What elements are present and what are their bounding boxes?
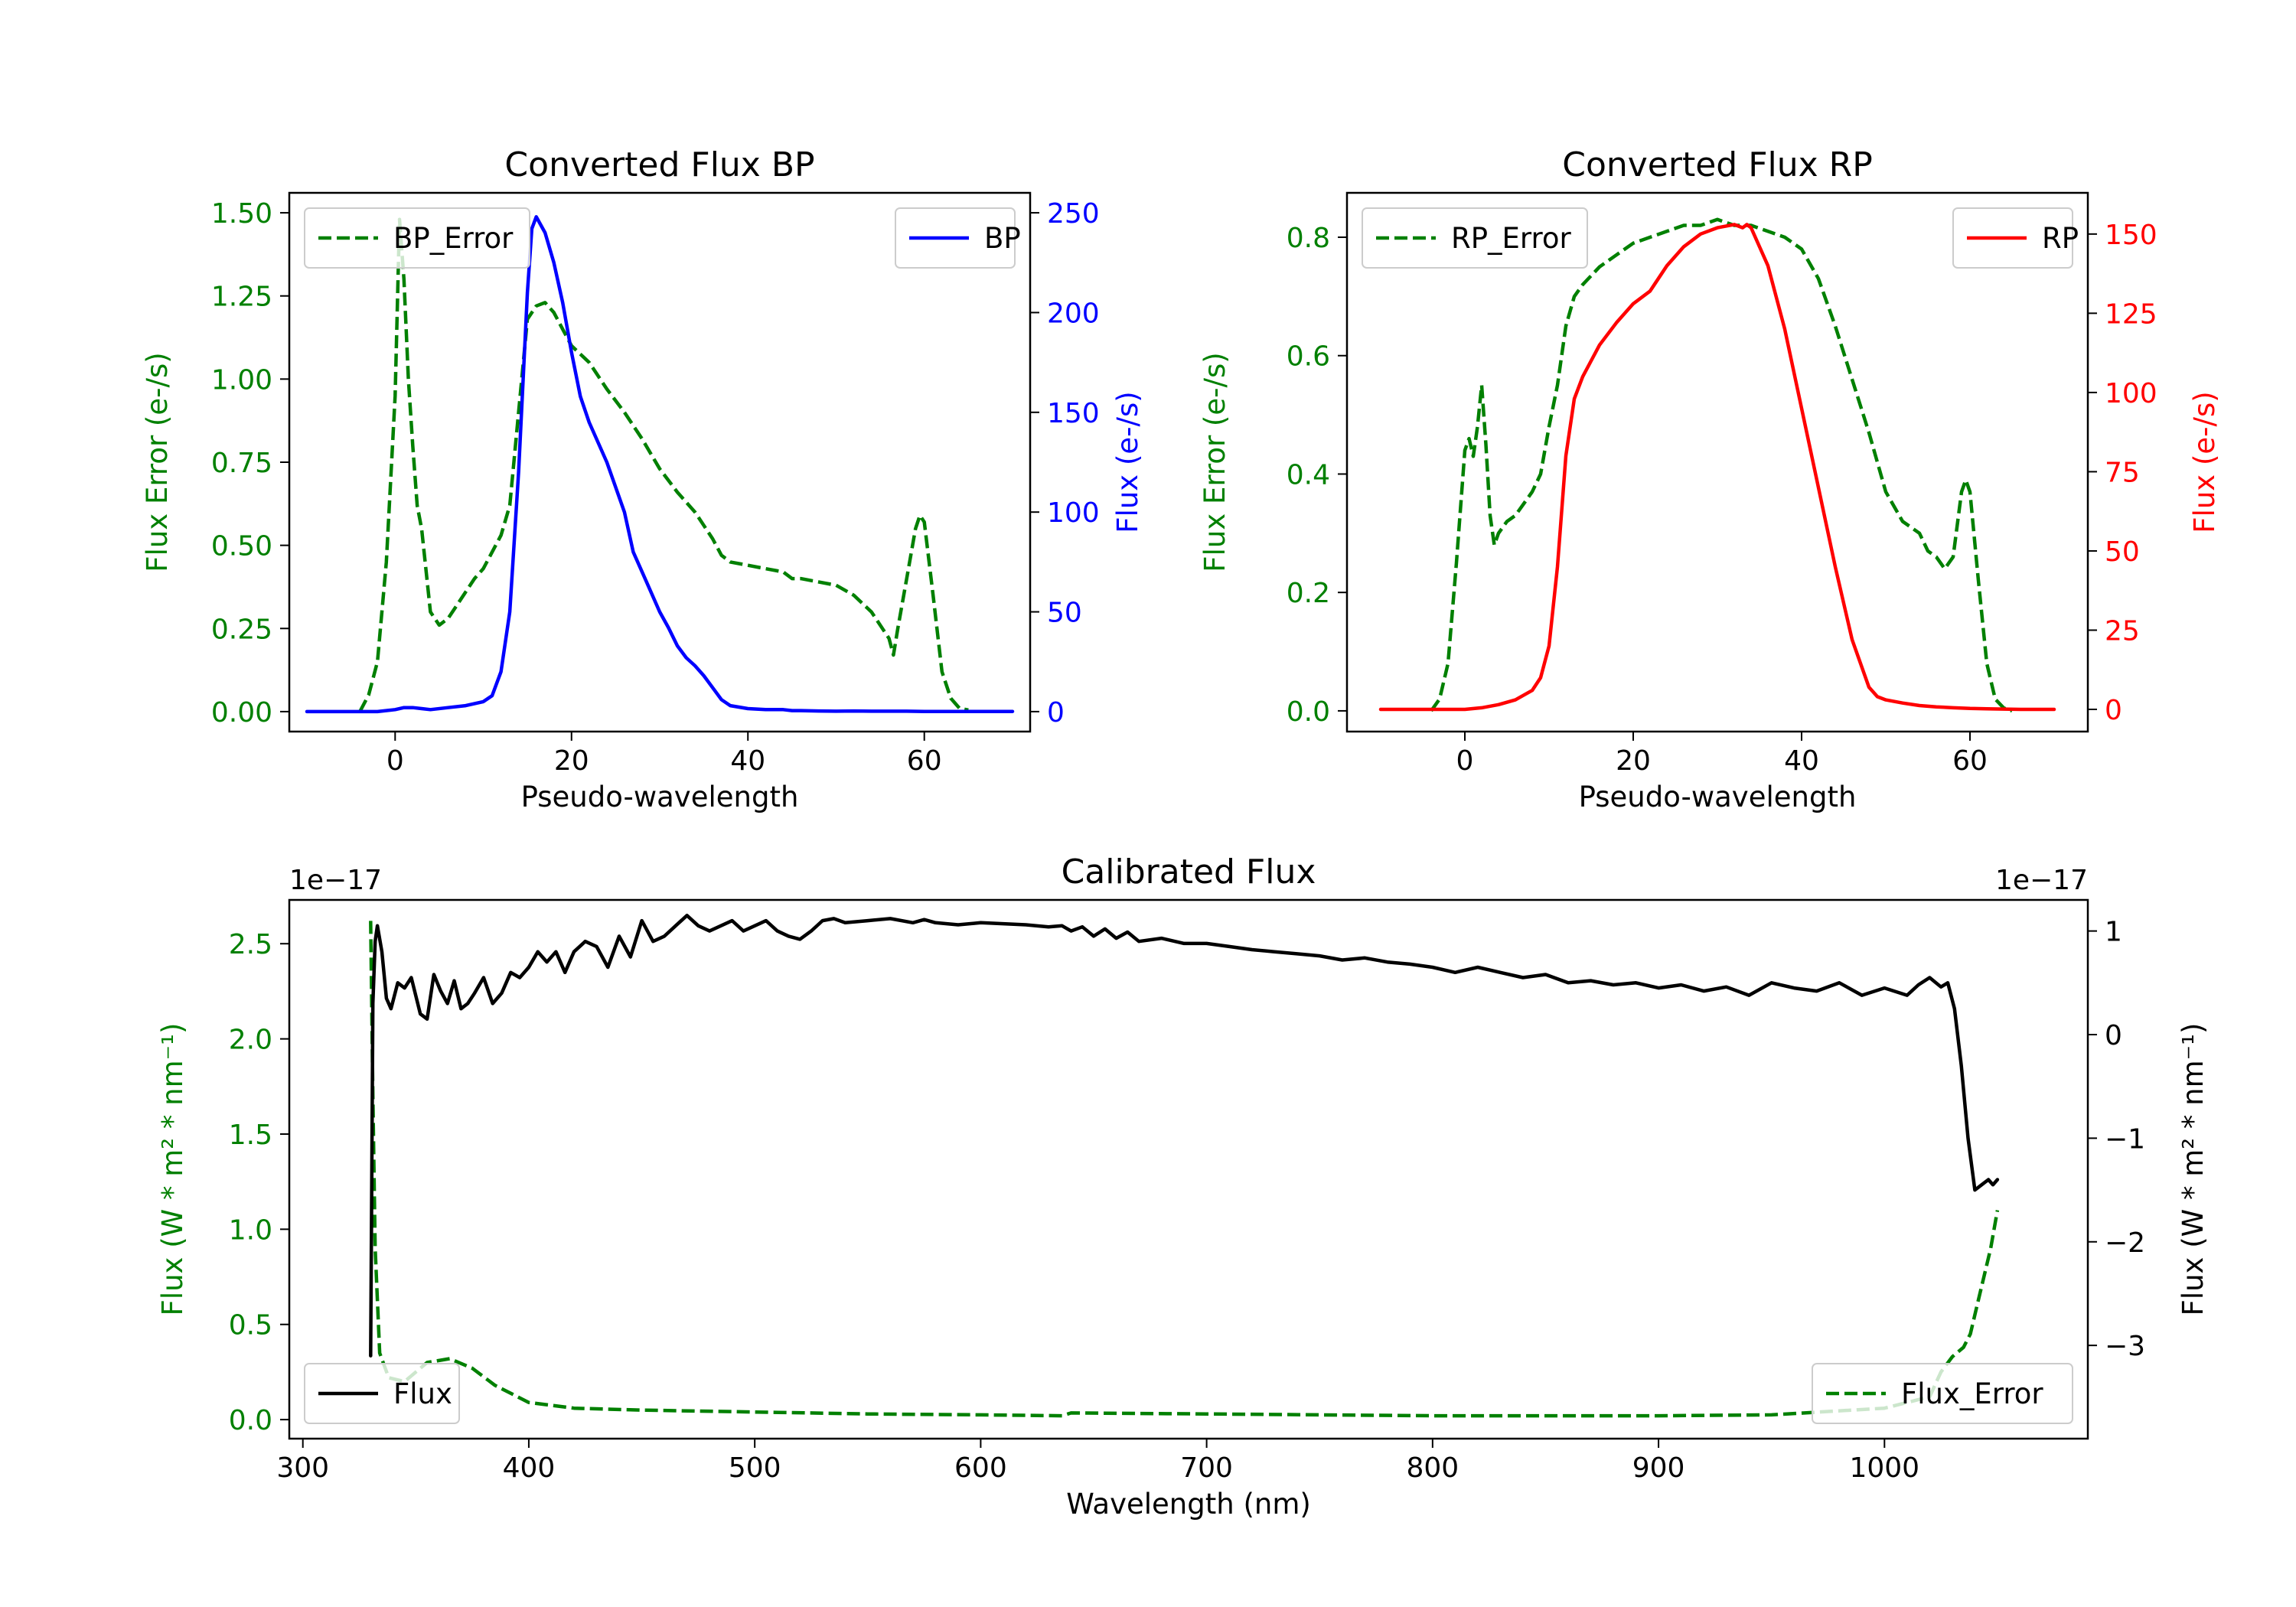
cal-xtick-label: 300	[276, 1452, 329, 1484]
cal-xtick-label: 800	[1406, 1452, 1459, 1484]
rp-ytick-right-label: 100	[2105, 378, 2157, 409]
cal-xtick-label: 500	[729, 1452, 781, 1484]
cal-xtick-label: 1000	[1849, 1452, 1919, 1484]
bp-ytick-right-label: 250	[1047, 198, 1100, 230]
cal-chart: 300 400 500 600 700 800 900 1000 0.0 0.5 1.0 1.5 2.0…	[156, 852, 2210, 1521]
rp-ytick-right-label: 75	[2105, 457, 2140, 488]
rp-ytick-left-label: 0.4	[1287, 459, 1330, 491]
bp-ytick-right-label: 200	[1047, 298, 1100, 329]
plots-layer: 0 20 40 600.000.250.500.751.001.251.5005010…	[141, 145, 2221, 1521]
bp-xtick-label: 60	[907, 745, 942, 777]
bp-legend-label: BP_Error	[393, 222, 514, 255]
rp-ytick-right-label: 50	[2105, 536, 2140, 568]
cal-xtick-label: 700	[1180, 1452, 1233, 1484]
bp-ytick-left-label: 0.00	[211, 697, 272, 729]
bp-ylabel-left: Flux Error (e-/s)	[141, 352, 174, 572]
bp-series-bp-line	[305, 215, 1015, 714]
rp-series-rp-line	[1378, 223, 2056, 712]
rp-legend-top-right: RP	[1952, 207, 2079, 269]
cal-ylabel-right: Flux (W * m² * nm⁻¹)	[2177, 1023, 2210, 1316]
cal-legend-box	[1812, 1363, 2073, 1424]
rp-series-rp-error-line	[1430, 217, 2013, 713]
rp-legend-top-left: RP_Error	[1362, 207, 1588, 269]
bp-legend-label: BP	[984, 222, 1021, 255]
bp-xtick-label: 0	[386, 745, 404, 777]
rp-xtick-label: 60	[1952, 745, 1988, 777]
rp-ytick-right-label: 0	[2105, 695, 2122, 726]
rp-ytick-right-label: 25	[2105, 615, 2140, 647]
bp-ytick-left-label: 0.50	[211, 531, 272, 562]
cal-xlabel: Wavelength (nm)	[1066, 1488, 1311, 1521]
bp-ytick-right-label: 150	[1047, 398, 1100, 429]
bp-ytick-right-label: 50	[1047, 598, 1082, 629]
cal-legend-bottom-right: Flux_Error	[1812, 1363, 2073, 1424]
bp-ytick-right-label: 0	[1047, 697, 1065, 729]
cal-ytick-right-label: −1	[2105, 1123, 2145, 1155]
cal-axes-frame	[288, 898, 2089, 1440]
rp-ytick-left-label: 0.8	[1287, 223, 1330, 254]
rp-axes-frame	[1345, 191, 2089, 733]
rp-xtick-label: 20	[1616, 745, 1651, 777]
cal-ytick-left-label: 1.5	[229, 1120, 272, 1151]
cal-legend-label: Flux	[393, 1377, 452, 1410]
cal-title: Calibrated Flux	[1062, 852, 1316, 892]
cal-xtick-label: 400	[503, 1452, 556, 1484]
bp-title: Converted Flux BP	[504, 145, 814, 184]
bp-xtick-label: 40	[730, 745, 765, 777]
bp-ytick-right-label: 100	[1047, 497, 1100, 529]
rp-chart: 0 20 40 60 0.0 0.2 0.4 0.6 0.8 0 25 50 75 100 125 150 Co…	[1199, 145, 2221, 813]
rp-legend-label: RP	[2042, 222, 2079, 255]
cal-offset-right: 1e−17	[1995, 865, 2088, 896]
cal-ytick-left-label: 0.0	[229, 1405, 272, 1436]
bp-xlabel: Pseudo-wavelength	[521, 781, 799, 813]
rp-xtick-label: 40	[1784, 745, 1819, 777]
bp-ytick-left-label: 1.50	[211, 198, 272, 230]
bp-xtick-label: 20	[554, 745, 589, 777]
rp-ylabel-left: Flux Error (e-/s)	[1199, 352, 1231, 572]
bp-ytick-left-label: 1.25	[211, 282, 272, 313]
rp-legend-box	[1362, 207, 1588, 269]
rp-xlabel: Pseudo-wavelength	[1579, 781, 1857, 813]
cal-ytick-left-label: 2.0	[229, 1025, 272, 1056]
cal-ytick-right-label: −2	[2105, 1227, 2145, 1259]
cal-ytick-left-label: 1.0	[229, 1214, 272, 1246]
cal-legend-box	[304, 1363, 460, 1424]
cal-legend-label: Flux_Error	[1901, 1377, 2043, 1410]
rp-ytick-right-label: 150	[2105, 220, 2157, 251]
bp-ylabel-right: Flux (e-/s)	[1111, 391, 1144, 533]
cal-ytick-right-label: 1	[2105, 917, 2122, 948]
cal-ytick-left-label: 0.5	[229, 1310, 272, 1341]
cal-ylabel-left: Flux (W * m² * nm⁻¹)	[156, 1023, 189, 1316]
rp-xtick-label: 0	[1456, 745, 1474, 777]
bp-legend-top-left: BP_Error	[304, 207, 530, 269]
cal-offset-left: 1e−17	[289, 865, 382, 896]
rp-ytick-left-label: 0.0	[1287, 696, 1330, 728]
cal-legend-bottom-left: Flux	[304, 1363, 460, 1424]
cal-xtick-label: 600	[954, 1452, 1007, 1484]
rp-legend-label: RP_Error	[1451, 222, 1571, 255]
rp-title: Converted Flux RP	[1562, 145, 1873, 184]
bp-legend-box	[304, 207, 530, 269]
rp-ylabel-right: Flux (e-/s)	[2188, 391, 2221, 533]
bp-legend-top-right: BP	[895, 207, 1021, 269]
cal-xtick-label: 900	[1632, 1452, 1685, 1484]
bp-ytick-left-label: 0.75	[211, 448, 272, 479]
bp-ytick-left-label: 0.25	[211, 614, 272, 645]
rp-ytick-left-label: 0.6	[1287, 341, 1330, 373]
cal-series-flux-line	[369, 914, 2000, 1358]
cal-ytick-left-label: 2.5	[229, 929, 272, 960]
bp-ytick-left-label: 1.00	[211, 364, 272, 396]
rp-ytick-left-label: 0.2	[1287, 578, 1330, 609]
cal-ytick-right-label: 0	[2105, 1020, 2122, 1051]
cal-ytick-right-label: −3	[2105, 1331, 2145, 1362]
bp-series-bp-error-line	[358, 217, 969, 712]
bp-chart: 0 20 40 60 0.00 0.25 0.50 0.75 1.00 1.25 1.50 0 50 10…	[141, 145, 1144, 813]
rp-ytick-right-label: 125	[2105, 298, 2157, 330]
